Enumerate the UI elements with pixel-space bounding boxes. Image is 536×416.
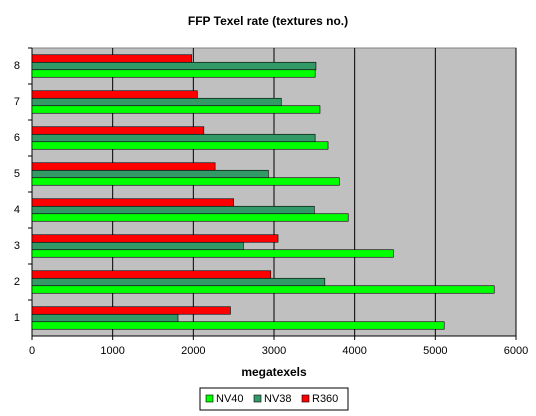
x-tick-label: 6000: [504, 345, 528, 357]
bar: [31, 270, 272, 279]
bar: [31, 213, 349, 222]
y-tick-label: 5: [14, 168, 20, 180]
chart-title: FFP Texel rate (textures no.): [188, 14, 348, 28]
bar: [31, 141, 329, 150]
legend-label: NV40: [216, 393, 244, 405]
bar: [31, 198, 234, 207]
y-tick-label: 6: [14, 132, 20, 144]
x-tick-label: 1000: [100, 345, 124, 357]
bar: [31, 162, 216, 171]
bar: [31, 177, 340, 186]
x-tick-label: 5000: [423, 345, 447, 357]
bar: [31, 169, 269, 179]
y-tick-label: 2: [14, 276, 20, 288]
bar: [31, 205, 315, 215]
bar: [31, 306, 231, 315]
bar: [31, 133, 316, 143]
bar: [31, 285, 495, 294]
bar: [31, 241, 244, 251]
y-tick-label: 1: [14, 312, 20, 324]
legend-swatch: [301, 394, 310, 403]
legend-label: R360: [312, 393, 338, 405]
bar: [31, 97, 282, 107]
bar: [31, 90, 198, 99]
x-tick-label: 0: [29, 345, 35, 357]
x-axis-label: megatexels: [241, 365, 307, 379]
bar: [31, 277, 326, 287]
legend-box: [199, 387, 349, 411]
bar: [31, 313, 179, 323]
y-tick-label: 3: [14, 240, 20, 252]
legend-swatch: [205, 394, 214, 403]
bar: [31, 69, 316, 78]
legend-label: NV38: [264, 393, 292, 405]
bar: [31, 234, 279, 243]
bar: [31, 249, 394, 258]
bar: [31, 54, 193, 63]
bar: [31, 321, 445, 330]
y-tick-label: 7: [14, 96, 20, 108]
x-tick-label: 3000: [262, 345, 286, 357]
bar: [31, 105, 321, 114]
x-tick-label: 4000: [342, 345, 366, 357]
legend-swatch: [253, 394, 262, 403]
y-tick-label: 4: [14, 204, 20, 216]
x-tick-label: 2000: [181, 345, 205, 357]
y-tick-label: 8: [14, 60, 20, 72]
bar: [31, 126, 205, 135]
bar: [31, 61, 317, 71]
